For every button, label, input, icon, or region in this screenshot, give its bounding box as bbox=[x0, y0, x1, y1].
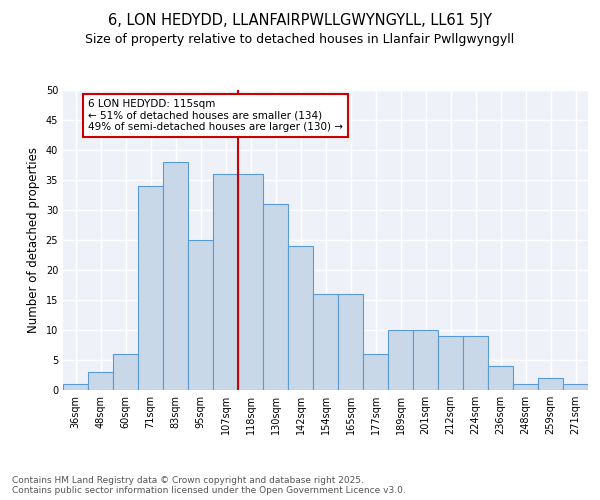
Text: 6, LON HEDYDD, LLANFAIRPWLLGWYNGYLL, LL61 5JY: 6, LON HEDYDD, LLANFAIRPWLLGWYNGYLL, LL6… bbox=[108, 12, 492, 28]
Bar bbox=[513, 384, 538, 390]
Bar bbox=[463, 336, 488, 390]
Bar bbox=[363, 354, 388, 390]
Bar bbox=[113, 354, 138, 390]
Bar bbox=[188, 240, 213, 390]
Bar bbox=[213, 174, 238, 390]
Bar bbox=[313, 294, 338, 390]
Bar bbox=[388, 330, 413, 390]
Bar bbox=[338, 294, 363, 390]
Bar bbox=[438, 336, 463, 390]
Bar bbox=[538, 378, 563, 390]
Bar bbox=[263, 204, 288, 390]
Bar bbox=[88, 372, 113, 390]
Bar bbox=[488, 366, 513, 390]
Bar bbox=[413, 330, 438, 390]
Bar bbox=[163, 162, 188, 390]
Bar bbox=[563, 384, 588, 390]
Bar bbox=[238, 174, 263, 390]
Bar bbox=[138, 186, 163, 390]
Text: Size of property relative to detached houses in Llanfair Pwllgwyngyll: Size of property relative to detached ho… bbox=[85, 32, 515, 46]
Text: Contains HM Land Registry data © Crown copyright and database right 2025.
Contai: Contains HM Land Registry data © Crown c… bbox=[12, 476, 406, 495]
Bar bbox=[288, 246, 313, 390]
Bar bbox=[63, 384, 88, 390]
Y-axis label: Number of detached properties: Number of detached properties bbox=[27, 147, 40, 333]
Text: 6 LON HEDYDD: 115sqm
← 51% of detached houses are smaller (134)
49% of semi-deta: 6 LON HEDYDD: 115sqm ← 51% of detached h… bbox=[88, 99, 343, 132]
